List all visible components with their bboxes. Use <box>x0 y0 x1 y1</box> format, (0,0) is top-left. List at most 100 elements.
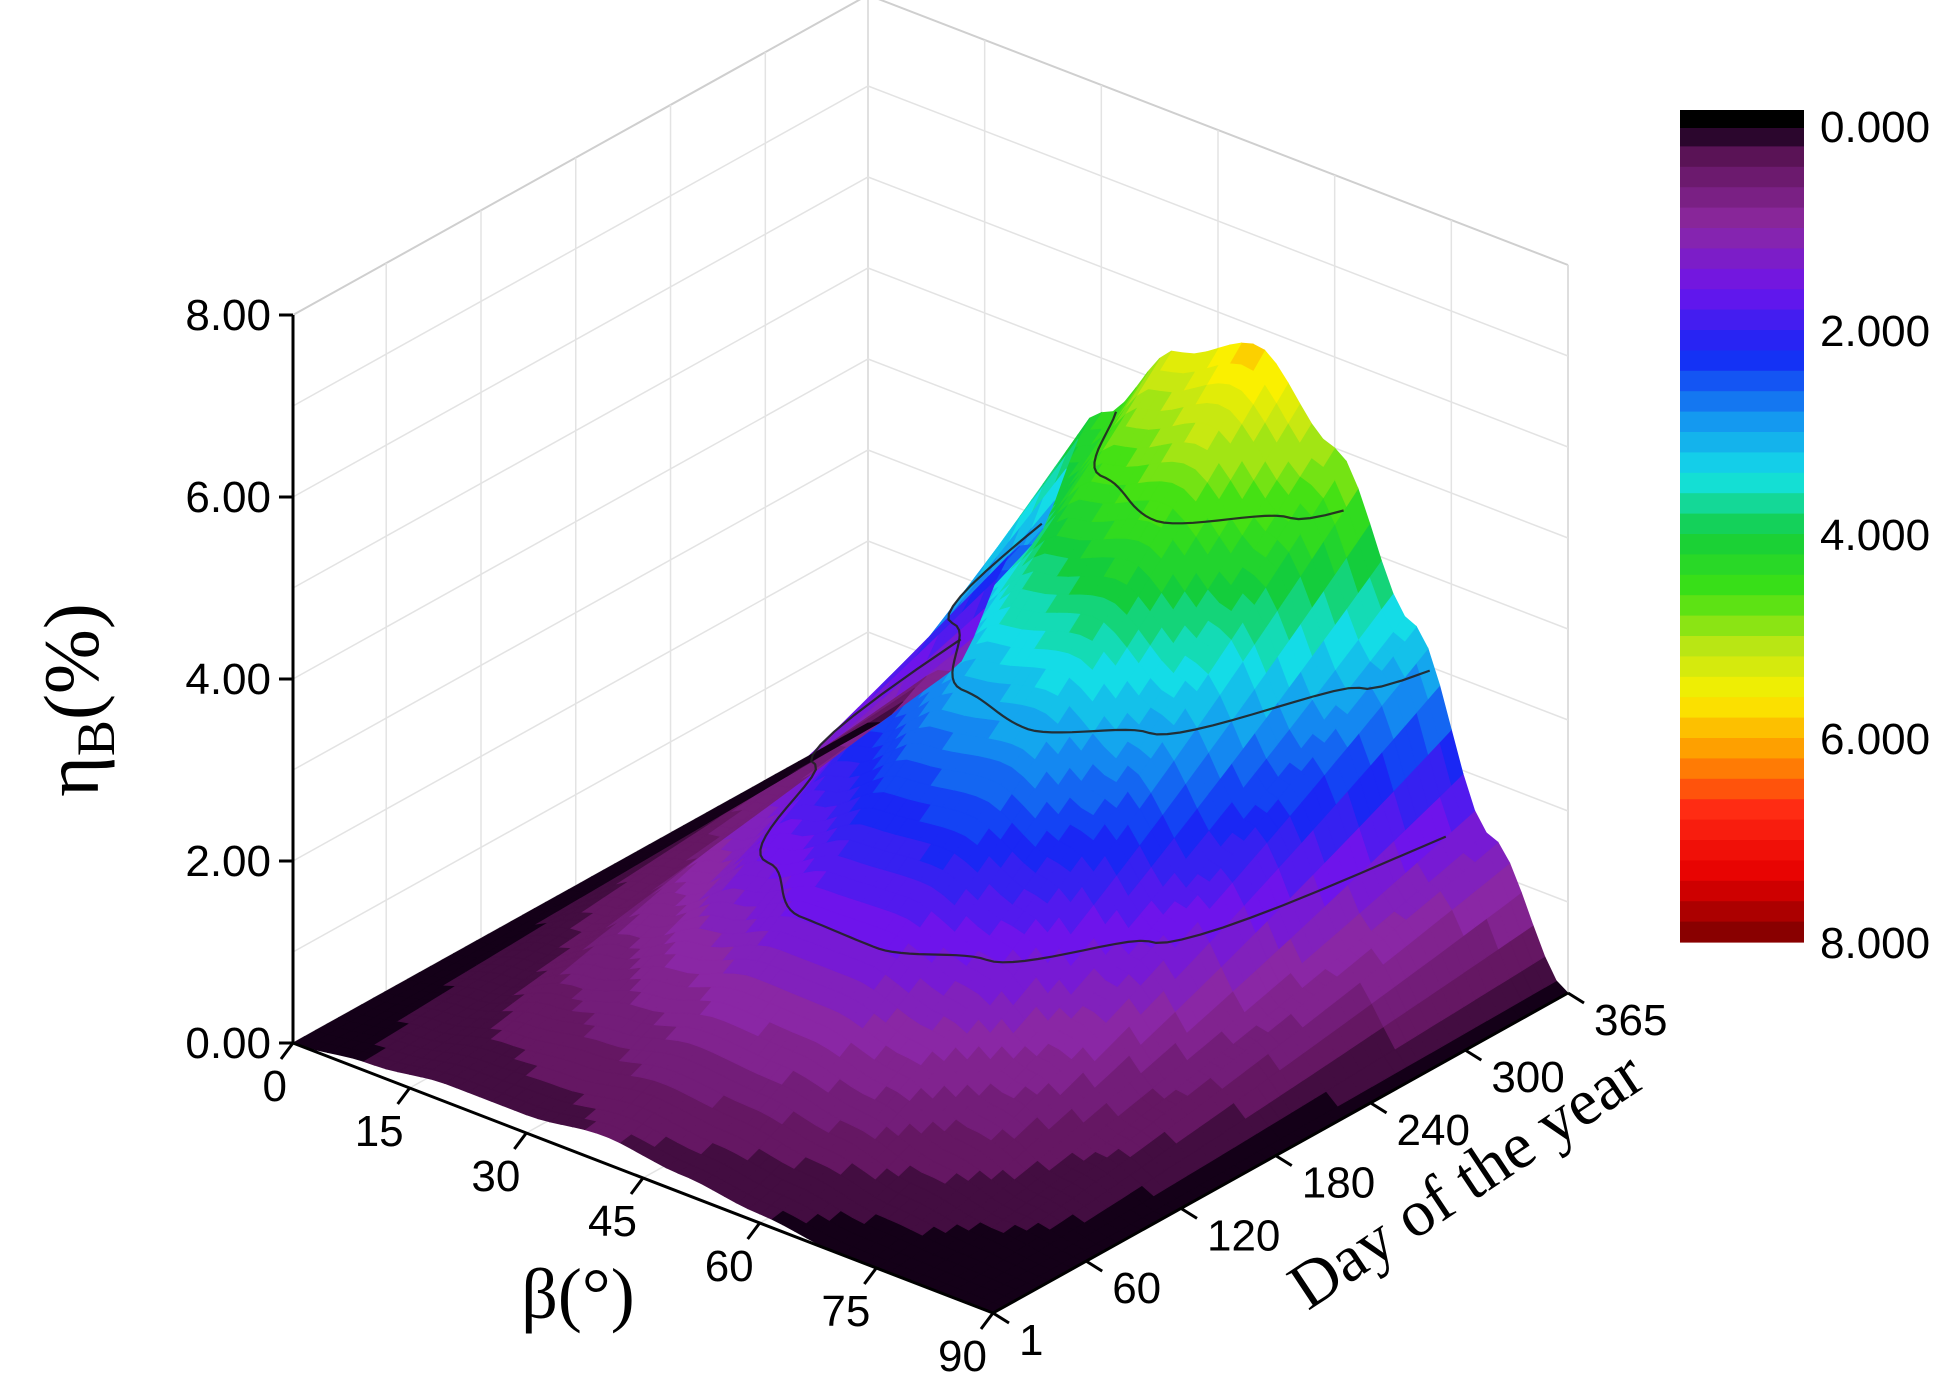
day-tick-label: 120 <box>1207 1211 1280 1260</box>
colorbar-label: 8.000 <box>1820 919 1930 968</box>
day-tick-label: 60 <box>1112 1264 1161 1313</box>
beta-tick-mark <box>979 1312 995 1330</box>
colorbar-band <box>1680 595 1804 617</box>
beta-tick-label: 15 <box>355 1107 404 1156</box>
z-tick-label: 4.00 <box>185 655 271 704</box>
beta-tick-label: 75 <box>821 1287 870 1336</box>
z-axis-title-sub: B <box>66 720 126 756</box>
beta-tick-label: 45 <box>588 1197 637 1246</box>
colorbar-bands <box>1680 110 1804 943</box>
colorbar-label: 6.000 <box>1820 715 1930 764</box>
surface-plot <box>292 342 1569 1314</box>
colorbar-band <box>1680 819 1804 841</box>
colorbar-labels: 0.000 2.000 4.000 6.000 8.000 <box>1820 103 1930 968</box>
colorbar-band <box>1680 452 1804 474</box>
colorbar-band <box>1680 799 1804 821</box>
colorbar-band <box>1680 166 1804 188</box>
colorbar-band <box>1680 493 1804 515</box>
colorbar: 0.000 2.000 4.000 6.000 8.000 <box>1680 103 1930 968</box>
beta-tick-label: 90 <box>938 1332 987 1381</box>
z-tick-label: 0.00 <box>185 1019 271 1068</box>
colorbar-label: 0.000 <box>1820 103 1930 152</box>
colorbar-band <box>1680 554 1804 576</box>
day-tick-mark <box>1567 991 1585 1005</box>
colorbar-band <box>1680 758 1804 780</box>
z-tick-label: 8.00 <box>185 291 271 340</box>
colorbar-label: 2.000 <box>1820 307 1930 356</box>
grid-z-line <box>292 85 1569 407</box>
colorbar-band <box>1680 146 1804 168</box>
colorbar-label: 4.000 <box>1820 511 1930 560</box>
beta-tick-mark <box>396 1087 411 1105</box>
day-tick-mark <box>1464 1048 1483 1062</box>
beta-tick-mark <box>279 1042 295 1060</box>
colorbar-band <box>1680 289 1804 311</box>
day-tick-mark <box>1274 1154 1293 1167</box>
colorbar-band <box>1680 187 1804 209</box>
colorbar-band <box>1680 330 1804 351</box>
colorbar-band <box>1680 207 1804 229</box>
contour-line <box>947 522 1431 736</box>
beta-tick-mark <box>629 1177 645 1195</box>
colorbar-band <box>1680 656 1804 678</box>
surface-contours <box>759 411 1447 964</box>
colorbar-band <box>1680 676 1804 698</box>
colorbar-band <box>1680 921 1804 943</box>
beta-tick-label: 0 <box>263 1062 287 1111</box>
colorbar-band <box>1680 880 1804 902</box>
day-tick-mark <box>1369 1101 1388 1115</box>
colorbar-band <box>1680 615 1804 637</box>
beta-axis-title: β(°) <box>521 1254 634 1334</box>
colorbar-band <box>1680 738 1804 759</box>
day-tick-mark <box>1180 1207 1198 1220</box>
day-tick-label: 300 <box>1491 1053 1564 1102</box>
colorbar-band <box>1680 717 1804 739</box>
colorbar-band <box>1680 574 1804 596</box>
z-tick-label: 2.00 <box>185 837 271 886</box>
contour-line <box>759 638 1447 964</box>
colorbar-band <box>1680 228 1804 249</box>
day-axis-ticks: 1 60 120 180 240 300 365 <box>992 991 1667 1365</box>
colorbar-band <box>1680 370 1804 392</box>
day-tick-label: 180 <box>1302 1159 1375 1208</box>
colorbar-band <box>1680 391 1804 413</box>
colorbar-band <box>1680 411 1804 433</box>
colorbar-band <box>1680 513 1804 535</box>
colorbar-band <box>1680 126 1804 147</box>
colorbar-band <box>1680 350 1804 372</box>
colorbar-band <box>1680 636 1804 657</box>
colorbar-band <box>1680 248 1804 270</box>
colorbar-band <box>1680 840 1804 861</box>
z-axis-title: ηB(%) <box>28 603 126 797</box>
beta-tick-mark <box>513 1132 528 1150</box>
z-axis-ticks: 0.00 2.00 4.00 6.00 8.00 <box>185 291 293 1068</box>
day-tick-label: 240 <box>1397 1106 1470 1155</box>
colorbar-band <box>1680 432 1804 453</box>
grid-z-line <box>292 176 1569 498</box>
z-axis-title-tail: (%) <box>28 603 115 720</box>
surface-patch <box>856 722 880 730</box>
beta-axis-ticks: 0 15 30 45 60 75 90 <box>263 1042 995 1381</box>
colorbar-band <box>1680 697 1804 719</box>
colorbar-top-cap <box>1680 110 1804 128</box>
colorbar-band <box>1680 534 1804 555</box>
colorbar-band <box>1680 309 1804 331</box>
beta-tick-label: 30 <box>471 1152 520 1201</box>
box-top-edges <box>292 0 1569 316</box>
colorbar-band <box>1680 901 1804 923</box>
beta-tick-mark <box>863 1267 878 1285</box>
z-tick-label: 6.00 <box>185 473 271 522</box>
day-axis-line <box>992 991 1569 1315</box>
contour-line <box>1093 411 1344 525</box>
grid-z-line <box>292 267 1569 589</box>
day-tick-mark <box>992 1311 1010 1325</box>
colorbar-band <box>1680 778 1804 800</box>
z-axis-title-main: η <box>28 756 115 797</box>
day-tick-label: 365 <box>1594 996 1667 1045</box>
beta-tick-label: 60 <box>705 1242 754 1291</box>
colorbar-band <box>1680 860 1804 882</box>
day-tick-mark <box>1085 1259 1103 1273</box>
beta-tick-mark <box>746 1222 761 1240</box>
colorbar-band <box>1680 268 1804 290</box>
